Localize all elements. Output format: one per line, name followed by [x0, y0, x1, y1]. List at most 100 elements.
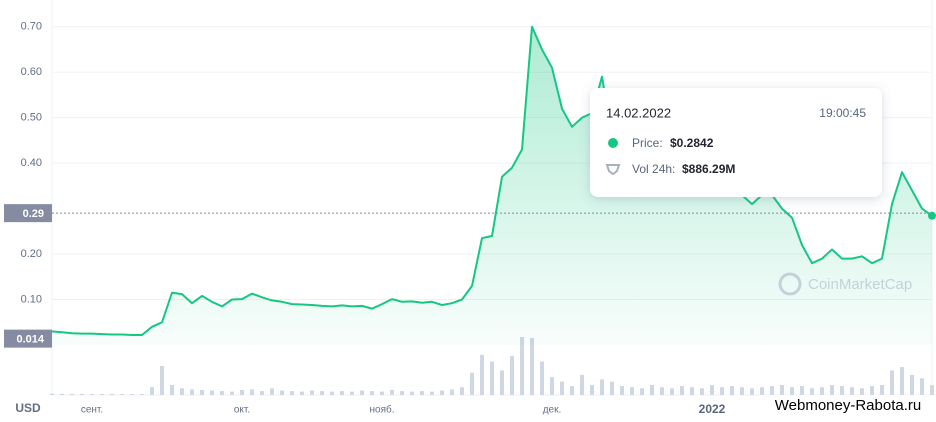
volume-bar [750, 388, 754, 395]
y-tick-label: 0.20 [21, 248, 42, 260]
volume-bar [880, 384, 884, 395]
watermark: CoinMarketCap [778, 272, 912, 296]
tooltip: 14.02.2022 19:00:45 Price: $0.2842 Vol 2… [590, 88, 882, 197]
volume-bar [730, 386, 734, 395]
site-label: Webmoney-Rabota.ru [775, 397, 921, 414]
volume-bar [100, 393, 104, 395]
volume-bar [720, 387, 724, 395]
volume-bar [850, 387, 854, 395]
x-tick-label: 2022 [699, 402, 726, 416]
volume-bar [510, 355, 514, 395]
tooltip-price-dot [608, 138, 618, 148]
volume-bar [610, 381, 614, 395]
volume-bar [280, 390, 284, 395]
volume-bar [350, 391, 354, 395]
volume-bar [630, 387, 634, 395]
volume-bar [670, 388, 674, 395]
volume-bar [770, 386, 774, 395]
volume-bar [910, 374, 914, 395]
volume-bar [410, 391, 414, 395]
volume-bar [380, 391, 384, 395]
volume-bar [300, 391, 304, 395]
tooltip-date: 14.02.2022 [606, 105, 671, 120]
tooltip-price-value: $0.2842 [670, 136, 714, 150]
tooltip-box [590, 88, 882, 197]
volume-bar [520, 337, 524, 395]
currency-label: USD [15, 401, 41, 415]
volume-bar [320, 391, 324, 395]
price-marker-box [4, 329, 52, 348]
volume-bar [340, 391, 344, 395]
volume-bar [250, 389, 254, 395]
price-marker-box [4, 204, 52, 223]
volume-bar [80, 393, 84, 395]
volume-bar [500, 370, 504, 395]
volume-bar [270, 388, 274, 395]
volume-bar [700, 388, 704, 395]
volume-bar [60, 393, 64, 395]
volume-bar [220, 391, 224, 395]
volume-bar [140, 393, 144, 395]
volume-bar [130, 393, 134, 395]
y-tick-label: 0.10 [21, 293, 42, 305]
volume-bar [460, 387, 464, 395]
volume-bar [450, 389, 454, 395]
volume-bar [690, 387, 694, 395]
tooltip-vol-icon [605, 164, 621, 176]
volume-bar [790, 387, 794, 395]
volume-bar [800, 386, 804, 395]
volume-bar [870, 386, 874, 395]
volume-bar [900, 367, 904, 395]
volume-bar [470, 372, 474, 395]
tooltip-time: 19:00:45 [819, 106, 866, 120]
volume-bar [360, 390, 364, 395]
y-tick-label: 0.40 [21, 157, 42, 169]
volume-bar [390, 389, 394, 395]
volume-bar [810, 388, 814, 395]
volume-bar [230, 391, 234, 395]
volume-bar [740, 387, 744, 395]
volume-bar [860, 388, 864, 395]
volume-bar [430, 391, 434, 395]
volume-bar [890, 370, 894, 395]
volume-bar [640, 388, 644, 395]
tooltip-vol-value: $886.29M [682, 162, 735, 176]
site-label-bg [760, 395, 936, 417]
volume-bar [540, 361, 544, 395]
price-marker-label: 0.29 [23, 208, 44, 220]
volume-bar [50, 393, 54, 395]
volume-bar [840, 386, 844, 395]
volume-bar [600, 379, 604, 395]
price-line [51, 25, 933, 336]
volume-bar [710, 384, 714, 395]
x-tick-label: нояб. [369, 404, 394, 416]
volume-bar [780, 384, 784, 395]
watermark-logo [778, 272, 802, 296]
volume-bar [830, 384, 834, 395]
volume-bar [310, 390, 314, 395]
volume-bar [620, 386, 624, 395]
volume-bar [200, 389, 204, 395]
tooltip-vol-name: Vol 24h: [632, 162, 675, 176]
volume-bar [110, 393, 114, 395]
volume-bar [760, 387, 764, 395]
volume-bar [420, 391, 424, 395]
last-point [928, 211, 936, 220]
volume-bar [400, 391, 404, 395]
volume-bar [440, 390, 444, 395]
volume-bar [590, 384, 594, 395]
y-tick-label: 0.70 [21, 21, 42, 33]
volume-bar [90, 393, 94, 395]
volume-bar [150, 387, 154, 395]
volume-bar [170, 384, 174, 395]
volume-bar [930, 385, 934, 395]
volume-bar [210, 390, 214, 395]
watermark-text: CoinMarketCap [808, 276, 912, 293]
volume-bar [820, 387, 824, 395]
volume-bar [330, 391, 334, 395]
x-tick-label: сент. [81, 405, 103, 416]
volume-bar [570, 386, 574, 395]
volume-bar [530, 338, 534, 395]
volume-bar [290, 391, 294, 395]
